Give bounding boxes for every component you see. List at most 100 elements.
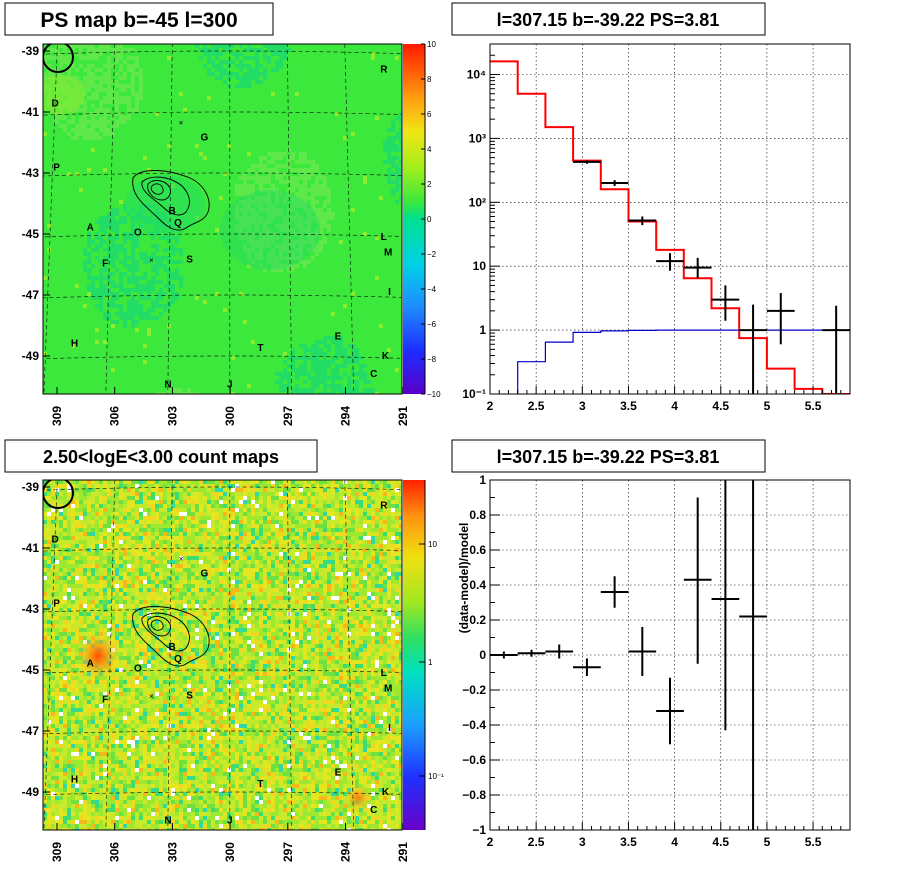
y-tick-label: -41	[22, 541, 40, 555]
psmap-frame	[42, 43, 403, 395]
source-label-s: S	[186, 691, 193, 702]
spectrum-x-axis: 2 2.5 3 3.5 4 4.5 5 5.5	[487, 386, 851, 413]
x-tick-label: 3	[579, 835, 586, 849]
contour2-outer	[132, 606, 210, 667]
source-label-a: A	[87, 658, 94, 669]
spectrum-data-point	[600, 180, 629, 186]
spectrum-data-point	[766, 293, 795, 345]
spectrum-panel: 2 2.5 3 3.5 4 4.5 5 5.5 10⁻¹ 1 10 10² 10³ 10⁴ l=307.…	[451, 2, 851, 413]
countmap-colorbar	[403, 480, 425, 830]
x-tick-label: 3.5	[620, 399, 637, 413]
y-tick-label: −0.2	[462, 683, 486, 697]
psmap-colorbar	[403, 44, 425, 394]
colorbar-tick-label: −8	[427, 355, 437, 364]
source-label-t: T	[257, 343, 263, 354]
x-tick-label: 294	[339, 842, 353, 862]
meridian-line	[344, 44, 355, 394]
y-tick-label: -49	[22, 349, 40, 363]
countmap-title-box	[4, 439, 318, 473]
x-tick-label: 294	[339, 406, 353, 426]
parallel-line	[43, 172, 402, 177]
meridian-line	[344, 480, 355, 830]
x-tick-label: 4.5	[712, 399, 729, 413]
y-tick-label: -41	[22, 105, 40, 119]
parallel-line	[43, 111, 402, 116]
source-label-m: M	[384, 247, 392, 258]
y-tick-label: −1	[472, 823, 486, 837]
x-tick-label: 4.5	[712, 835, 729, 849]
x-tick-label: 2	[487, 399, 494, 413]
psmap-source-labels: R D G P BQ A O LM F S I E H T KC N J × ×	[52, 64, 393, 390]
spectrum-frame	[489, 43, 851, 395]
x-tick-label: 309	[50, 406, 64, 426]
psmap-x-axis: 309 306 303 300 297 294 291	[50, 387, 410, 426]
parallel-line	[43, 355, 402, 360]
x-tick-label: 303	[165, 406, 179, 426]
source-label-g: G	[200, 568, 208, 579]
source-label-q: Q	[174, 218, 182, 229]
source-label-e: E	[335, 768, 342, 779]
spectrum-plot-area	[490, 44, 850, 394]
y-tick-label: -45	[22, 227, 40, 241]
source-label-m: M	[384, 683, 392, 694]
source-label-r: R	[380, 64, 388, 75]
colorbar-tick-label: 0	[427, 215, 432, 224]
psmap-colorbar-ticks: 10 8 6 4 2 0 −2 −4 −6 −8 −10	[421, 40, 441, 399]
contour2-mid	[141, 612, 190, 652]
spectrum-total-model-line	[490, 60, 850, 394]
y-tick-label: 10⁴	[467, 67, 486, 81]
source-label-h: H	[71, 339, 78, 350]
countmap-y-axis: -39 -41 -43 -45 -47 -49	[22, 480, 50, 799]
countmap-source-labels: R D G P BQ A O LM F S I E H T KC N J × ×	[52, 500, 393, 826]
psmap-cells	[43, 44, 402, 394]
spectrum-data-point	[711, 285, 740, 321]
parallel-line	[43, 669, 402, 674]
psmap-contours	[132, 170, 210, 231]
x-tick-label: 309	[50, 842, 64, 862]
y-tick-label: -39	[22, 44, 40, 58]
y-tick-label: 1	[479, 323, 486, 337]
residual-y-axis: 1 0.8 0.6 0.4 0.2 0 −0.2 −0.4 −0.6 −0.8 −1	[462, 473, 500, 837]
y-tick-label: 0	[479, 648, 486, 662]
y-tick-label: −0.8	[462, 788, 486, 802]
psf-circle-icon	[43, 44, 74, 73]
hotspot-c	[344, 784, 372, 812]
colorbar-tick-label: 4	[427, 145, 432, 154]
source-label-b: B	[169, 642, 176, 653]
source-label-f: F	[102, 259, 108, 270]
x-tick-label: 306	[108, 406, 122, 426]
source-marker-x: ×	[179, 554, 184, 563]
x-tick-label: 303	[165, 842, 179, 862]
x-tick-label: 5	[764, 835, 771, 849]
source-label-b: B	[169, 206, 176, 217]
parallel-line	[43, 486, 402, 491]
psmap-y-axis: -39 -41 -43 -45 -47 -49	[22, 44, 50, 363]
contour-outer	[132, 170, 210, 231]
meridian-line	[167, 480, 173, 830]
psmap-sky-grid	[43, 44, 402, 394]
spectrum-data-point	[822, 305, 850, 394]
spectrum-y-axis: 10⁻¹ 1 10 10² 10³ 10⁴	[462, 43, 500, 401]
source-label-r: R	[380, 500, 388, 511]
meridian-line	[286, 480, 293, 830]
x-tick-label: 297	[281, 842, 295, 862]
source-label-k: K	[382, 351, 390, 362]
psmap-title: PS map b=-45 l=300	[40, 9, 237, 32]
y-tick-label: −0.4	[462, 718, 486, 732]
y-tick-label: -39	[22, 480, 40, 494]
x-tick-label: 4	[671, 399, 678, 413]
contour-mid	[141, 176, 190, 216]
source-label-c: C	[370, 805, 377, 816]
residual-title: l=307.15 b=-39.22 PS=3.81	[497, 447, 720, 467]
source-marker-x: ×	[149, 256, 154, 265]
source-label-q: Q	[174, 654, 182, 665]
source-label-g: G	[200, 132, 208, 143]
colorbar-tick-label: 1	[428, 658, 433, 667]
colorbar-tick-label: −6	[427, 320, 437, 329]
source-label-l: L	[381, 668, 387, 679]
x-tick-label: 3.5	[620, 835, 637, 849]
y-tick-label: 10⁻¹	[462, 387, 486, 401]
source-label-h: H	[71, 775, 78, 786]
residual-data-point	[545, 644, 574, 659]
source-label-c: C	[370, 369, 377, 380]
